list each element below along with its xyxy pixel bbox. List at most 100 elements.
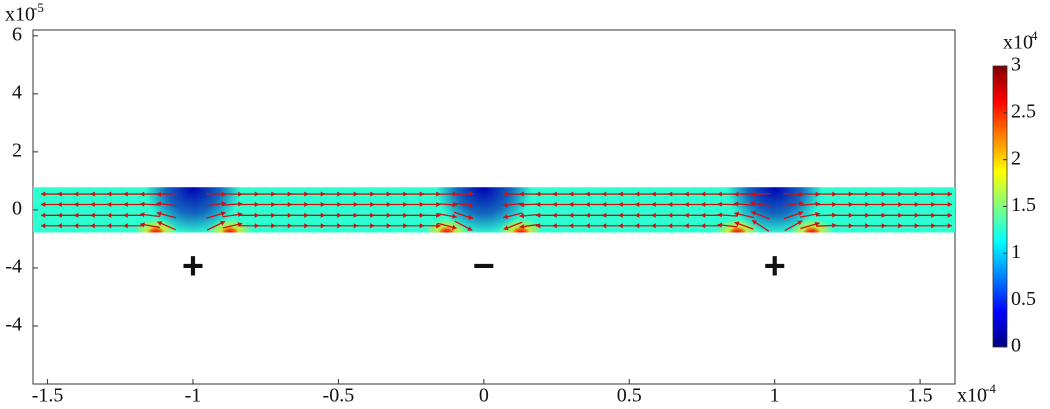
- vector-arrow-head: [41, 223, 46, 229]
- vector-arrow-head: [552, 191, 557, 197]
- vector-arrow-head: [90, 223, 95, 229]
- vector-arrow-head: [947, 201, 952, 208]
- vector-arrow-head: [519, 223, 525, 230]
- vector-arrow-head: [57, 201, 62, 208]
- vector-arrow-head: [467, 226, 473, 231]
- vector-arrow-head: [701, 212, 706, 218]
- vector-arrow-head: [651, 191, 656, 197]
- vector-arrow-head: [157, 221, 163, 226]
- vector-arrow-head: [569, 191, 574, 197]
- y-tick-label: 4: [12, 81, 22, 103]
- vector-arrow-head: [651, 212, 656, 218]
- vector-arrow-head: [635, 223, 640, 229]
- vector-arrow-head: [798, 211, 803, 216]
- y-exponent: -5: [33, 0, 44, 15]
- x-tick-label: 1.5: [908, 385, 933, 407]
- colorbar-exponent: 4: [1031, 28, 1038, 43]
- high-field-halo: [207, 218, 252, 233]
- y-tick-label: -4: [5, 256, 22, 278]
- vector-arrow-head: [57, 223, 62, 229]
- colorbar-tick-label: 0: [1011, 335, 1021, 357]
- vector-arrow-head: [536, 201, 541, 208]
- vector-arrow-head: [569, 201, 574, 208]
- vector-arrow-head: [651, 201, 656, 208]
- y-tick-label: 2: [12, 139, 22, 161]
- vector-arrow-head: [220, 211, 226, 217]
- high-field: [728, 226, 747, 233]
- vector-arrow-head: [684, 212, 689, 218]
- vector-field: [41, 191, 952, 232]
- vector-arrow-head: [503, 214, 509, 220]
- high-field: [437, 226, 456, 233]
- vector-arrow-head: [552, 201, 557, 208]
- colorbar-tick-label: 2: [1011, 147, 1021, 169]
- vector-arrow-head: [569, 212, 574, 218]
- vector-arrow-head: [220, 220, 225, 226]
- vector-arrow-head: [585, 191, 590, 197]
- vector-arrow-head: [618, 212, 623, 218]
- vector-arrow-head: [451, 224, 457, 230]
- vector-arrow-head: [140, 191, 145, 197]
- vector-arrow-head: [750, 191, 755, 197]
- vector-arrow-head: [668, 201, 673, 208]
- vector-arrow-head: [635, 201, 640, 208]
- y-tick-label: -4: [5, 314, 22, 336]
- high-field-halo: [133, 218, 178, 233]
- vector-arrow-head: [536, 212, 541, 218]
- vector-arrow-head: [815, 211, 820, 217]
- vector-arrow-head: [717, 191, 722, 197]
- vector-arrow-head: [123, 223, 128, 229]
- vector-arrow-head: [751, 210, 757, 216]
- low-field: [435, 187, 532, 233]
- colorbar-tick-label: 2.5: [1011, 100, 1036, 122]
- vector-arrow-head: [635, 212, 640, 218]
- vector-arrow-head: [468, 214, 473, 220]
- colorbar-multiplier: x10: [1003, 32, 1033, 54]
- vector-arrow-head: [237, 221, 243, 228]
- vector-arrow-head: [519, 191, 524, 197]
- vector-arrow-head: [140, 222, 145, 228]
- vector-arrow-head: [41, 201, 46, 208]
- low-field: [144, 187, 241, 233]
- colorbar-tick-label: 0.5: [1011, 288, 1036, 310]
- vector-arrow-head: [468, 202, 474, 208]
- vector-arrow-head: [123, 201, 128, 208]
- vector-arrow-head: [569, 223, 574, 229]
- vector-arrow-head: [651, 223, 656, 229]
- vector-arrow-head: [717, 222, 723, 228]
- x-tick-label: -0.5: [323, 385, 355, 407]
- vector-arrow-head: [717, 212, 722, 218]
- vector-arrow-head: [156, 211, 162, 217]
- vector-arrow-head: [618, 201, 623, 208]
- vector-arrow-head: [74, 201, 79, 208]
- vector-arrow-head: [57, 212, 62, 218]
- vector-arrow-head: [74, 191, 79, 197]
- vector-arrow-head: [552, 223, 557, 229]
- vector-arrow-head: [734, 191, 739, 197]
- vector-arrow-head: [123, 191, 128, 197]
- vector-arrow-head: [469, 191, 474, 197]
- vector-arrow-head: [552, 212, 557, 218]
- x-tick-label: -1: [185, 385, 202, 407]
- vector-arrow-head: [797, 220, 803, 226]
- vector-arrow-head: [107, 212, 112, 218]
- vector-arrow-head: [734, 201, 739, 207]
- vector-arrow-head: [140, 212, 145, 218]
- vector-arrow-head: [734, 221, 740, 227]
- y-tick-label: 0: [12, 197, 22, 219]
- vector-arrow-head: [536, 223, 541, 229]
- vector-arrow-head: [90, 191, 95, 197]
- vector-arrow-head: [602, 201, 607, 208]
- vector-arrow-head: [90, 212, 95, 218]
- vector-arrow-head: [41, 212, 46, 218]
- electrode-label: +: [764, 246, 786, 288]
- high-field: [802, 226, 821, 233]
- y-multiplier: x10: [5, 4, 35, 26]
- vector-arrow-head: [701, 223, 706, 229]
- vector-arrow-head: [140, 201, 145, 207]
- electrode-label: +: [182, 246, 204, 288]
- x-tick-label: 1: [770, 385, 780, 407]
- vector-arrow-head: [107, 201, 112, 208]
- vector-arrow-head: [684, 223, 689, 229]
- high-field: [220, 226, 239, 233]
